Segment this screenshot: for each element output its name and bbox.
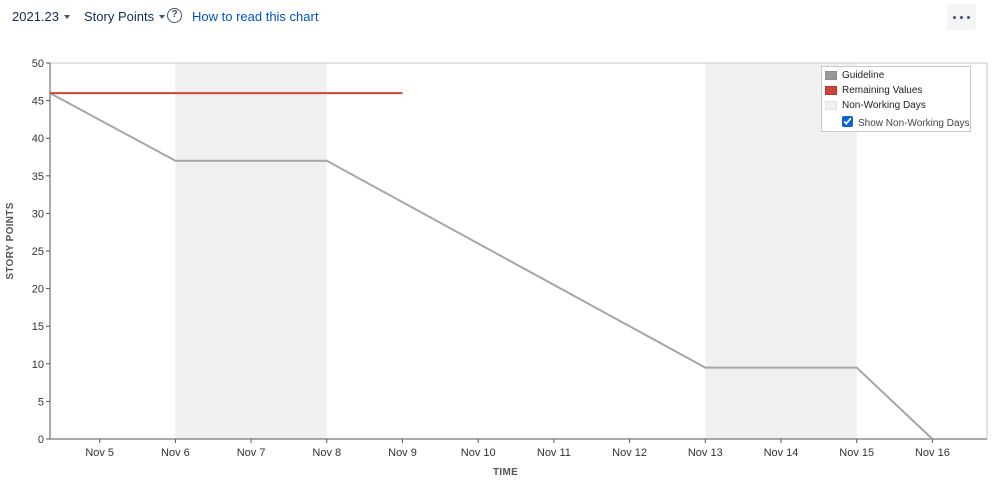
x-tick-label: Nov 6 (161, 447, 190, 459)
series-lines (49, 92, 934, 440)
y-axis-title: STORY POINTS (5, 202, 16, 279)
toolbar: 2021.23 Story Points ? How to read this … (0, 0, 999, 34)
legend-label: Non-Working Days (842, 100, 926, 111)
y-tick-label: 25 (32, 246, 44, 258)
y-tick-label: 15 (32, 321, 44, 333)
chevron-down-icon (159, 14, 166, 19)
more-horizontal-icon (953, 16, 957, 20)
sprint-dropdown[interactable]: 2021.23 (12, 8, 70, 26)
x-tick-label: Nov 8 (312, 447, 341, 459)
y-tick-label: 35 (32, 171, 44, 183)
x-tick-label: Nov 7 (237, 447, 266, 459)
legend-swatch (825, 71, 837, 80)
x-tick-label: Nov 13 (688, 447, 723, 459)
more-horizontal-icon (966, 16, 970, 20)
y-axis-ticks: 0 5 10 15 20 25 30 35 40 45 50 (32, 58, 50, 446)
legend-swatch (825, 86, 837, 95)
estimate-dropdown-label: Story Points (84, 9, 155, 24)
y-tick-label: 10 (32, 359, 44, 371)
y-tick-label: 5 (38, 396, 44, 408)
non-working-days-bands (175, 63, 857, 439)
y-tick-label: 30 (32, 208, 44, 220)
sprint-dropdown-label: 2021.23 (12, 9, 59, 24)
question-circle-icon[interactable]: ? (167, 8, 182, 23)
x-tick-label: Nov 5 (85, 447, 114, 459)
x-tick-label: Nov 11 (537, 447, 571, 459)
legend-swatch (825, 101, 837, 110)
estimate-dropdown[interactable]: Story Points (84, 8, 166, 26)
chevron-down-icon (64, 14, 70, 19)
more-horizontal-icon (959, 16, 964, 20)
x-tick-label: Nov 12 (612, 447, 647, 459)
y-tick-label: 50 (32, 58, 44, 70)
show-non-working-days-checkbox[interactable] (842, 116, 853, 127)
chart-legend: Guideline Remaining Values Non-Working D… (821, 66, 971, 132)
x-tick-label: Nov 16 (915, 447, 950, 459)
series-line-guideline (49, 92, 934, 440)
x-tick-label: Nov 9 (388, 447, 417, 459)
y-tick-label: 40 (32, 133, 44, 145)
x-tick-label: Nov 14 (764, 447, 799, 459)
show-non-working-days-label: Show Non-Working Days (858, 118, 970, 129)
x-axis-title: TIME (493, 467, 518, 478)
how-to-read-chart-link[interactable]: How to read this chart (192, 9, 319, 24)
y-tick-label: 0 (38, 434, 44, 446)
more-actions-button[interactable] (947, 4, 976, 30)
x-axis-ticks: Nov 5 Nov 6 Nov 7 Nov 8 Nov 9 Nov 10 Nov 11 Nov… (85, 439, 950, 459)
legend-label: Remaining Values (842, 85, 923, 96)
x-tick-label: Nov 15 (839, 447, 874, 459)
x-tick-label: Nov 10 (461, 447, 496, 459)
legend-label: Guideline (842, 70, 885, 81)
y-tick-label: 45 (32, 96, 44, 108)
non-working-days-band (175, 63, 327, 439)
y-tick-label: 20 (32, 284, 44, 296)
